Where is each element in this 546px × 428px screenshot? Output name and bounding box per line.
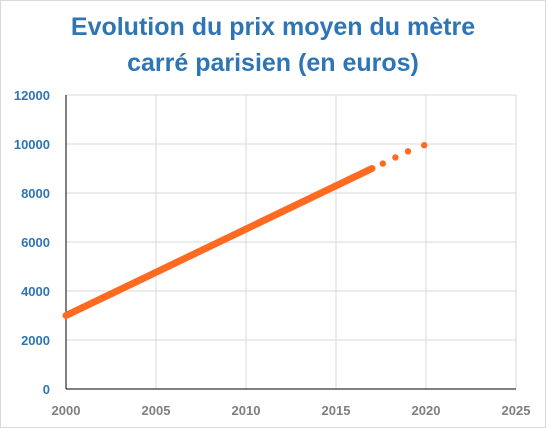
- y-tick-label: 6000: [21, 235, 50, 250]
- chart-title: Evolution du prix moyen du mètre carré p…: [1, 9, 545, 81]
- y-tick-label: 8000: [21, 186, 50, 201]
- chart-title-line-1: Evolution du prix moyen du mètre: [70, 13, 476, 41]
- y-tick-label: 10000: [14, 137, 50, 152]
- y-tick-label: 2000: [21, 333, 50, 348]
- x-tick-label: 2025: [502, 403, 531, 418]
- projection-point: [404, 148, 412, 155]
- projection-point: [379, 160, 386, 167]
- x-tick-label: 2000: [52, 403, 81, 418]
- x-tick-label: 2010: [232, 403, 261, 418]
- price-trend-line: [62, 165, 376, 319]
- x-tick-label: 2015: [322, 403, 351, 418]
- x-tick-label: 2005: [142, 403, 171, 418]
- chart-title-line-2: carré parisien (en euros): [127, 49, 419, 77]
- y-tick-label: 12000: [14, 88, 50, 103]
- x-tick-label: 2020: [412, 403, 441, 418]
- y-tick-label: 0: [43, 382, 50, 397]
- y-tick-label: 4000: [21, 284, 50, 299]
- projection-point: [392, 154, 399, 161]
- projection-point: [421, 142, 428, 149]
